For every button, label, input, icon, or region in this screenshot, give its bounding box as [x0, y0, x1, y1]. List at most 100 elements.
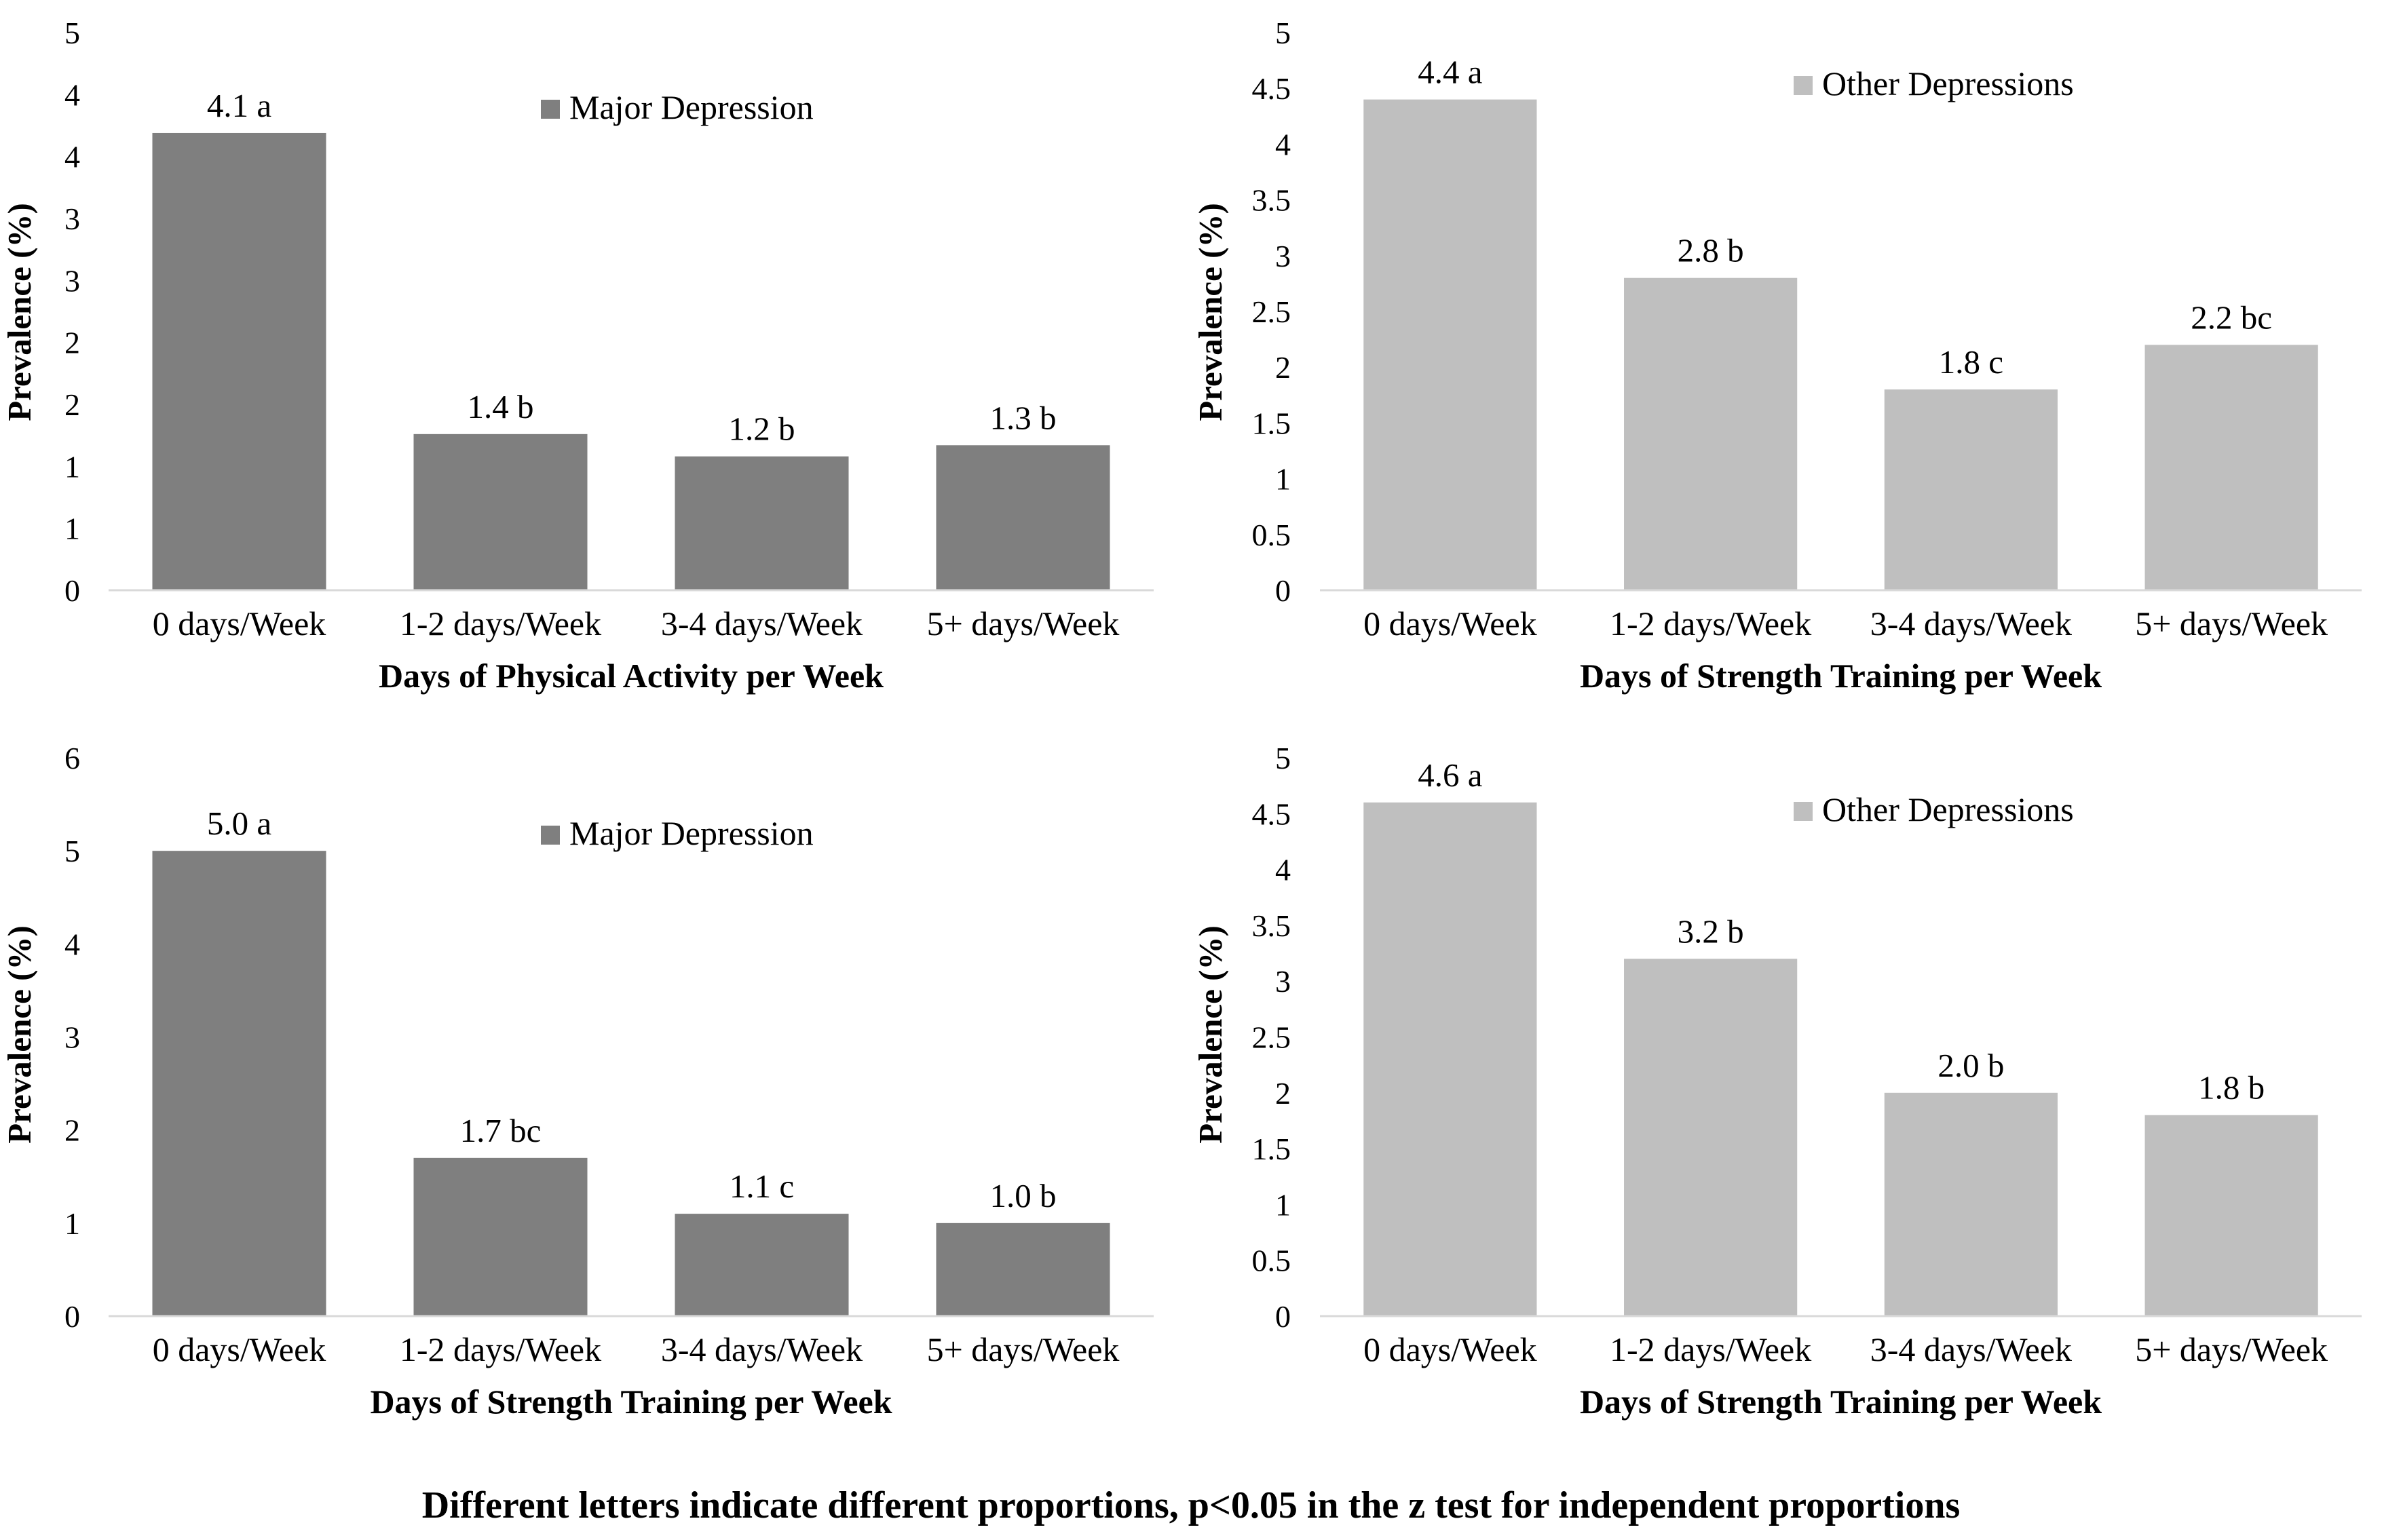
y-tick-label: 5 — [64, 834, 80, 868]
y-tick-label: 0.5 — [1252, 518, 1291, 552]
y-tick-label: 0 — [64, 1299, 80, 1334]
y-tick-label: 1 — [64, 449, 80, 484]
legend-swatch — [541, 100, 560, 119]
y-tick-label: 3.5 — [1252, 183, 1291, 218]
legend-label: Other Depressions — [1822, 64, 2074, 102]
y-axis-title: Prevalence (%) — [1192, 925, 1229, 1144]
bar — [1624, 959, 1798, 1316]
bar — [413, 434, 588, 590]
y-axis-title: Prevalence (%) — [1, 203, 38, 421]
y-tick-label: 1.5 — [1252, 1132, 1291, 1166]
legend-swatch — [1794, 76, 1813, 95]
bar — [413, 1157, 588, 1316]
x-category-label: 0 days/Week — [153, 604, 326, 642]
y-axis-title: Prevalence (%) — [1, 925, 38, 1144]
y-tick-label: 4 — [64, 927, 80, 961]
data-label: 2.0 b — [1937, 1047, 2004, 1084]
x-category-label: 5+ days/Week — [2135, 604, 2328, 642]
bar — [152, 851, 326, 1316]
x-category-label: 3-4 days/Week — [661, 1330, 863, 1368]
y-tick-label: 2 — [1275, 1076, 1291, 1111]
y-tick-label: 3.5 — [1252, 908, 1291, 943]
data-label: 5.0 a — [207, 805, 272, 842]
y-tick-label: 1 — [1275, 1187, 1291, 1222]
y-tick-label: 0 — [1275, 1299, 1291, 1334]
legend-swatch — [541, 826, 560, 845]
y-tick-label: 3 — [64, 1020, 80, 1055]
bar — [2144, 345, 2318, 590]
y-tick-label: 5 — [64, 16, 80, 50]
y-tick-label: 4 — [1275, 853, 1291, 887]
data-label: 4.6 a — [1418, 756, 1483, 794]
data-label: 1.4 b — [468, 388, 534, 425]
data-label: 4.1 a — [207, 87, 272, 124]
x-axis-title: Days of Physical Activity per Week — [379, 657, 884, 695]
x-category-label: 1-2 days/Week — [400, 604, 601, 642]
data-label: 1.3 b — [990, 399, 1057, 436]
legend-swatch — [1794, 802, 1813, 821]
y-tick-label: 2 — [1275, 350, 1291, 385]
legend-label: Major Depression — [569, 88, 814, 126]
data-label: 1.7 bc — [460, 1112, 542, 1149]
y-tick-label: 6 — [64, 741, 80, 775]
y-axis-title: Prevalence (%) — [1192, 203, 1229, 421]
data-label: 1.0 b — [990, 1177, 1057, 1214]
data-label: 4.4 a — [1418, 54, 1483, 91]
bar — [1363, 99, 1537, 590]
y-tick-label: 2.5 — [1252, 294, 1291, 329]
y-tick-label: 4.5 — [1252, 796, 1291, 831]
y-tick-label: 2 — [64, 387, 80, 422]
data-label: 1.2 b — [729, 410, 795, 448]
legend-label: Other Depressions — [1822, 790, 2074, 828]
x-category-label: 1-2 days/Week — [1610, 604, 1811, 642]
x-axis-title: Days of Strength Training per Week — [1580, 1383, 2102, 1421]
data-label: 3.2 b — [1678, 912, 1744, 950]
y-tick-label: 1 — [64, 1206, 80, 1241]
y-tick-label: 0 — [1275, 573, 1291, 608]
bar — [936, 445, 1110, 590]
y-tick-label: 0 — [64, 573, 80, 608]
bar — [152, 132, 326, 590]
y-tick-label: 5 — [1275, 741, 1291, 775]
bar — [1884, 389, 2058, 590]
x-category-label: 0 days/Week — [1363, 1330, 1537, 1368]
x-axis-title: Days of Strength Training per Week — [370, 1383, 892, 1421]
y-tick-label: 4 — [1275, 127, 1291, 161]
x-category-label: 1-2 days/Week — [400, 1330, 601, 1368]
x-category-label: 1-2 days/Week — [1610, 1330, 1811, 1368]
x-category-label: 0 days/Week — [1363, 604, 1537, 642]
bar — [1884, 1092, 2058, 1316]
y-tick-label: 4.5 — [1252, 71, 1291, 106]
y-tick-label: 4 — [64, 77, 80, 112]
x-category-label: 5+ days/Week — [2135, 1330, 2328, 1368]
bar — [1624, 277, 1798, 590]
y-tick-label: 3 — [64, 201, 80, 236]
y-tick-label: 0.5 — [1252, 1244, 1291, 1278]
x-category-label: 5+ days/Week — [927, 1330, 1120, 1368]
x-category-label: 3-4 days/Week — [1870, 604, 2072, 642]
y-tick-label: 3 — [1275, 964, 1291, 999]
y-tick-label: 3 — [1275, 239, 1291, 273]
bar — [2144, 1115, 2318, 1316]
bar — [1363, 802, 1537, 1316]
bar — [675, 456, 849, 590]
y-tick-label: 3 — [64, 263, 80, 298]
y-tick-label: 1 — [64, 512, 80, 546]
bar — [675, 1214, 849, 1316]
footnote: Different letters indicate different pro… — [422, 1484, 1961, 1526]
data-label: 2.2 bc — [2191, 299, 2272, 336]
bar — [936, 1223, 1110, 1316]
legend-label: Major Depression — [569, 814, 814, 852]
y-tick-label: 2 — [64, 326, 80, 360]
data-label: 2.8 b — [1678, 232, 1744, 269]
y-tick-label: 1 — [1275, 462, 1291, 497]
y-tick-label: 1.5 — [1252, 406, 1291, 440]
y-tick-label: 4 — [64, 140, 80, 174]
x-category-label: 0 days/Week — [153, 1330, 326, 1368]
x-category-label: 5+ days/Week — [927, 604, 1120, 642]
data-label: 1.1 c — [730, 1168, 794, 1205]
data-label: 1.8 b — [2198, 1069, 2265, 1106]
x-category-label: 3-4 days/Week — [1870, 1330, 2072, 1368]
x-axis-title: Days of Strength Training per Week — [1580, 657, 2102, 695]
